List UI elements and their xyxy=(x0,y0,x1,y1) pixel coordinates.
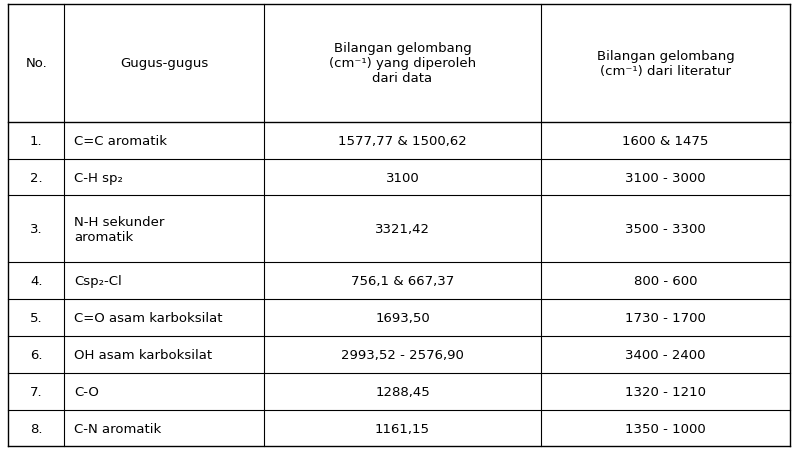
Text: 6.: 6. xyxy=(30,348,42,361)
Text: 1320 - 1210: 1320 - 1210 xyxy=(625,385,706,398)
Text: 3400 - 2400: 3400 - 2400 xyxy=(626,348,706,361)
Text: 5.: 5. xyxy=(30,311,42,324)
Text: Gugus-gugus: Gugus-gugus xyxy=(120,57,208,70)
Text: 800 - 600: 800 - 600 xyxy=(634,274,697,287)
Text: 1288,45: 1288,45 xyxy=(375,385,430,398)
Text: N-H sekunder
aromatik: N-H sekunder aromatik xyxy=(74,215,164,243)
Text: 3321,42: 3321,42 xyxy=(375,223,430,236)
Text: 1161,15: 1161,15 xyxy=(375,422,430,435)
Text: 3100: 3100 xyxy=(385,171,420,184)
Text: 756,1 & 667,37: 756,1 & 667,37 xyxy=(351,274,454,287)
Text: 2.: 2. xyxy=(30,171,42,184)
Text: Csp₂-Cl: Csp₂-Cl xyxy=(74,274,121,287)
Text: C=O asam karboksilat: C=O asam karboksilat xyxy=(74,311,223,324)
Text: 4.: 4. xyxy=(30,274,42,287)
Text: 1577,77 & 1500,62: 1577,77 & 1500,62 xyxy=(338,134,467,147)
Text: C-O: C-O xyxy=(74,385,99,398)
Text: 3500 - 3300: 3500 - 3300 xyxy=(626,223,706,236)
Text: 1693,50: 1693,50 xyxy=(375,311,430,324)
Text: OH asam karboksilat: OH asam karboksilat xyxy=(74,348,212,361)
Text: No.: No. xyxy=(26,57,47,70)
Text: Bilangan gelombang
(cm⁻¹) yang diperoleh
dari data: Bilangan gelombang (cm⁻¹) yang diperoleh… xyxy=(329,42,476,85)
Text: 8.: 8. xyxy=(30,422,42,435)
Text: 1600 & 1475: 1600 & 1475 xyxy=(622,134,709,147)
Text: Bilangan gelombang
(cm⁻¹) dari literatur: Bilangan gelombang (cm⁻¹) dari literatur xyxy=(597,50,734,78)
Text: 1730 - 1700: 1730 - 1700 xyxy=(626,311,706,324)
Text: C-N aromatik: C-N aromatik xyxy=(74,422,161,435)
Text: C=C aromatik: C=C aromatik xyxy=(74,134,167,147)
Text: 7.: 7. xyxy=(30,385,42,398)
Text: 1350 - 1000: 1350 - 1000 xyxy=(626,422,706,435)
Text: 2993,52 - 2576,90: 2993,52 - 2576,90 xyxy=(341,348,464,361)
Text: 3.: 3. xyxy=(30,223,42,236)
Text: 1.: 1. xyxy=(30,134,42,147)
Text: 3100 - 3000: 3100 - 3000 xyxy=(626,171,706,184)
Text: C-H sp₂: C-H sp₂ xyxy=(74,171,123,184)
